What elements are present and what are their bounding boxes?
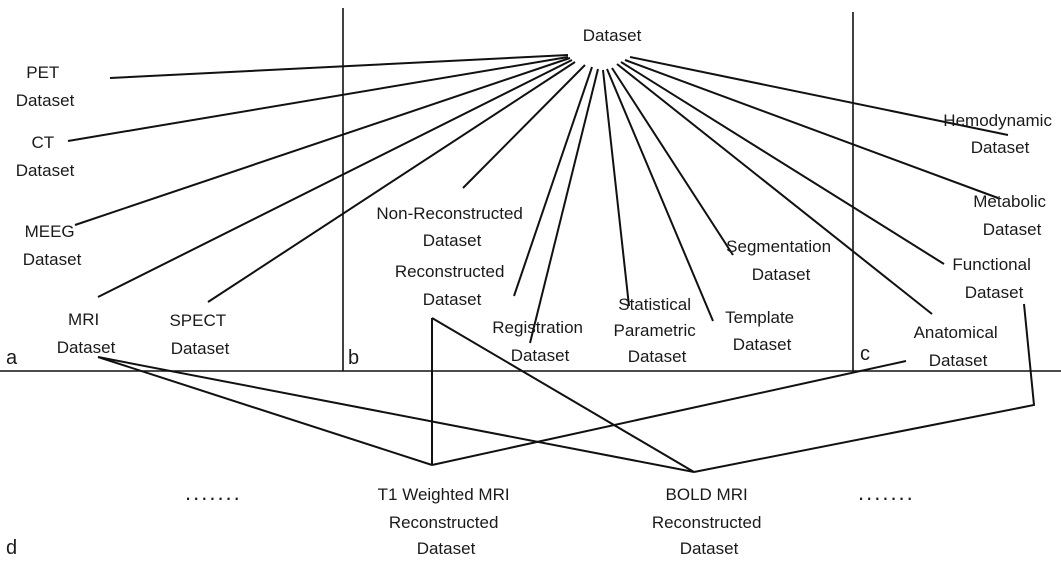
node-functional-dataset: Functional Dataset [952, 255, 1035, 302]
node-pet-dataset: PET Dataset [16, 63, 75, 110]
panel-label-d: d [6, 537, 17, 558]
panel-label-a: a [6, 347, 18, 369]
edge-root-non-reconstructed [462, 64, 586, 189]
node-segmentation-dataset: Segmentation Dataset [726, 237, 836, 284]
node-reconstructed-dataset: Reconstructed Dataset [395, 262, 509, 309]
node-meeg-dataset: MEEG Dataset [23, 222, 82, 269]
edge-root-template [606, 68, 714, 322]
edge-root-statistical [602, 69, 630, 307]
edge-root-mri [97, 59, 573, 298]
node-non-reconstructed-dataset: Non-Reconstructed Dataset [376, 204, 527, 250]
node-statistical-parametric-dataset: Statistical Parametric Dataset [614, 295, 701, 366]
ellipsis-left: ....... [185, 480, 242, 505]
edge-root-ct [67, 56, 569, 142]
panel-label-c: c [860, 343, 870, 365]
edge-root-pet [109, 54, 569, 79]
node-bold-mri-dataset: BOLD MRI Reconstructed Dataset [652, 485, 766, 558]
edge-root-registration [529, 68, 599, 344]
edge-root-anatomical [616, 63, 933, 315]
edge-root-hemodynamic [629, 56, 1009, 136]
panel-label-b: b [348, 347, 359, 369]
node-dataset-root: Dataset [583, 26, 642, 45]
edge-functional-to-bold [693, 303, 1036, 473]
node-mri-dataset: MRI Dataset [57, 310, 116, 357]
node-metabolic-dataset: Metabolic Dataset [973, 192, 1051, 239]
edge-root-reconstructed [513, 66, 593, 297]
edge-root-metabolic [624, 59, 999, 199]
node-spect-dataset: SPECT Dataset [169, 311, 230, 358]
edge-mri-to-bold [97, 356, 695, 473]
edge-anatomical-to-t1 [431, 360, 907, 466]
node-anatomical-dataset: Anatomical Dataset [914, 323, 1003, 370]
edge-root-segmentation [611, 67, 734, 256]
edge-root-meeg [74, 57, 571, 226]
node-t1-weighted-mri-dataset: T1 Weighted MRI Reconstructed Dataset [378, 485, 515, 558]
edge-root-functional [620, 61, 945, 265]
ellipsis-right: ....... [858, 480, 915, 505]
edge-reconstructed-to-bold [431, 317, 695, 473]
node-ct-dataset: CT Dataset [16, 133, 75, 180]
edge-mri-to-t1 [97, 356, 433, 466]
node-registration-dataset: Registration Dataset [492, 318, 587, 365]
node-hemodynamic-dataset: Hemodynamic Dataset [943, 111, 1056, 157]
edge-root-spect [207, 61, 576, 303]
node-template-dataset: Template Dataset [725, 308, 799, 354]
